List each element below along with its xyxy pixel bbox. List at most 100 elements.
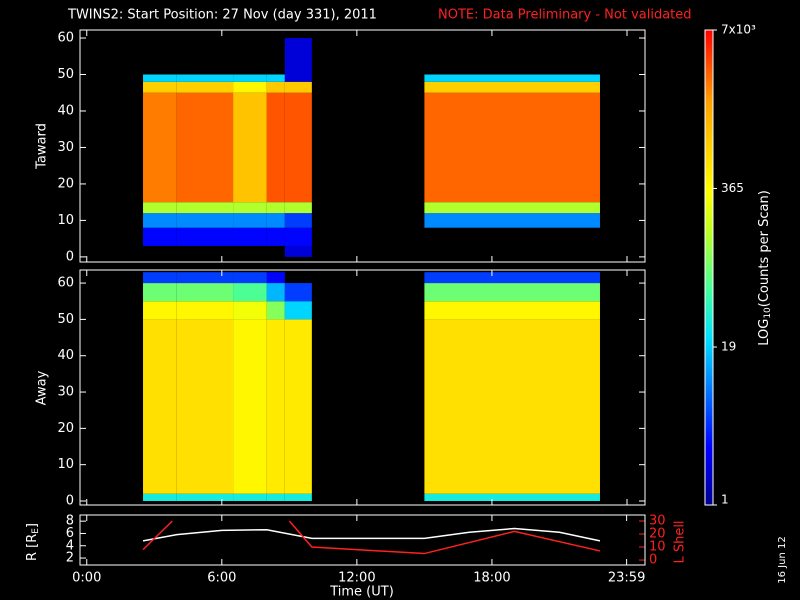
heat-cell	[284, 92, 312, 203]
heat-cell	[266, 319, 285, 494]
colorbar-tick-label: 365	[721, 181, 744, 195]
heat-cell	[176, 81, 234, 93]
colorbar	[704, 29, 714, 506]
y2-tick-label: 30	[649, 513, 666, 528]
y-tick-label: 40	[57, 348, 74, 363]
heat-cell	[266, 301, 285, 320]
colorbar-tick-label: 19	[721, 340, 736, 354]
heat-cell	[143, 319, 177, 494]
y-tick-label: 8	[66, 514, 74, 529]
heat-cell	[233, 213, 267, 228]
heat-cell	[176, 283, 234, 302]
heat-cell	[233, 283, 267, 302]
y-axis-label: Taward	[35, 123, 50, 170]
heat-cell	[284, 283, 312, 302]
heat-cell	[424, 92, 600, 203]
label-part: (Counts per Scan)	[757, 190, 772, 307]
y-tick-label: 10	[57, 213, 74, 228]
y-tick-label: 20	[57, 176, 74, 191]
y-tick-label: 0	[66, 494, 74, 509]
x-tick-label: 18:00	[473, 571, 510, 586]
heat-cell	[284, 245, 312, 257]
heat-cell	[233, 227, 267, 246]
heat-cell	[176, 493, 234, 502]
heat-cell	[176, 213, 234, 228]
line	[288, 520, 601, 555]
heat-cell	[266, 283, 285, 302]
heat-cell	[424, 319, 600, 494]
heat-cell	[143, 92, 177, 203]
chart-title: TWINS2: Start Position: 27 Nov (day 331)…	[67, 8, 377, 23]
heat-cell	[284, 213, 312, 228]
line	[142, 520, 173, 551]
heat-cell	[266, 92, 285, 203]
heat-cell	[176, 272, 234, 284]
heat-cell	[424, 213, 600, 228]
heat-cell	[424, 493, 600, 502]
heat-cell	[284, 38, 312, 75]
heat-cell	[176, 227, 234, 246]
heat-cell	[233, 301, 267, 320]
plot-frame	[79, 514, 646, 566]
colorbar-tick-label: 7x10³	[721, 23, 756, 37]
heat-cell	[424, 202, 600, 214]
y-tick-label: 50	[57, 67, 74, 82]
heat-cell	[143, 74, 177, 82]
heat-cell	[284, 301, 312, 320]
x-axis-label: Time (UT)	[329, 585, 394, 600]
heat-cell	[143, 81, 177, 93]
y-tick-label: 30	[57, 140, 74, 155]
heat-cell	[176, 301, 234, 320]
heat-cell	[143, 227, 177, 246]
heat-cell	[266, 74, 285, 82]
y-tick-label: 30	[57, 385, 74, 400]
heat-cell	[176, 319, 234, 494]
heat-cell	[424, 301, 600, 320]
y2-tick-label: 10	[649, 540, 666, 555]
heat-cell	[266, 213, 285, 228]
heat-cell	[143, 272, 177, 284]
colorbar-tick-label: 1	[721, 493, 729, 507]
y-tick-label: 20	[57, 421, 74, 436]
heat-cell	[266, 493, 285, 502]
heat-cell	[143, 202, 177, 214]
x-tick-label: 23:59	[608, 571, 645, 586]
heat-cell	[424, 272, 600, 284]
y-tick-label: 60	[57, 276, 74, 291]
heat-cell	[424, 283, 600, 302]
heat-cell	[176, 202, 234, 214]
y2-tick-label: 20	[649, 527, 666, 542]
colorbar-label: LOG10(Counts per Scan)	[757, 190, 773, 346]
y-axis-label: R [RE]	[25, 523, 41, 561]
y-tick-label: 60	[57, 31, 74, 46]
heat-cell	[176, 92, 234, 203]
date-stamp: 16 Jun 12	[777, 536, 788, 583]
y2-axis-label: L Shell	[673, 520, 688, 563]
heat-cell	[143, 301, 177, 320]
x-tick-label: 6:00	[207, 571, 236, 586]
y2-tick-label: 0	[649, 553, 657, 568]
label-sub: E	[31, 528, 41, 534]
label-sub: 10	[763, 307, 773, 319]
heat-cell	[233, 92, 267, 203]
heat-cell	[284, 74, 312, 82]
x-tick-label: 12:00	[338, 571, 375, 586]
heat-cell	[266, 81, 285, 93]
y-tick-label: 10	[57, 457, 74, 472]
y-tick-label: 4	[66, 538, 74, 553]
plot-frame	[79, 269, 646, 506]
line	[142, 527, 601, 542]
plot-frame	[79, 29, 646, 263]
label-part: R [R	[25, 534, 40, 561]
y-tick-label: 0	[66, 249, 74, 264]
label-part: ]	[25, 523, 40, 528]
y-tick-label: 6	[66, 526, 74, 541]
y-axis-label: Away	[35, 370, 50, 405]
heat-cell	[266, 227, 285, 246]
heat-cell	[284, 493, 312, 502]
heat-cell	[424, 74, 600, 82]
y-tick-label: 2	[66, 551, 74, 566]
y-tick-label: 40	[57, 103, 74, 118]
heat-cell	[284, 227, 312, 246]
